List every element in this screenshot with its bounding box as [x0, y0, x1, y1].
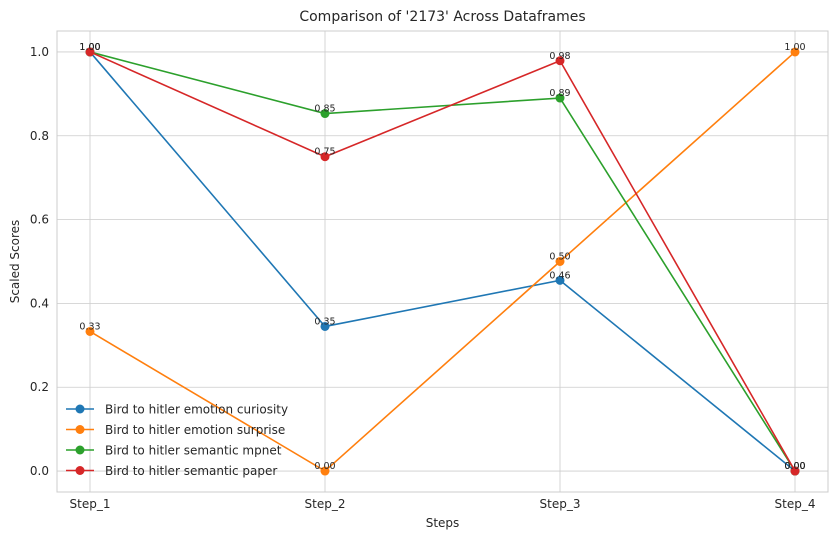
- data-point: [320, 466, 330, 476]
- legend-label: Bird to hitler emotion surprise: [105, 423, 285, 437]
- data-label: 0.89: [549, 88, 570, 99]
- ticks-layer: 0.0 0.2 0.4 0.6 0.8 1.0 Step_1 Step_2 Step_3 Step…: [30, 45, 816, 511]
- data-point: [790, 47, 800, 57]
- data-label: 0.00: [784, 461, 805, 472]
- data-label: 0.35: [314, 316, 335, 327]
- x-tick-label: Step_2: [305, 497, 346, 511]
- data-point: [555, 56, 565, 66]
- x-tick-label: Step_4: [775, 497, 816, 511]
- data-point: [85, 326, 95, 336]
- series-group: 1.00 0.75 0.98 0.00: [79, 42, 806, 476]
- legend: Bird to hitler emotion curiosity Bird to …: [66, 403, 288, 478]
- y-tick-label: 0.6: [30, 213, 49, 227]
- legend-swatch-marker: [75, 445, 85, 455]
- series-layer: 1.00 0.35 0.46 0.000.33 0.00 0.50 1.001.00 0.85…: [79, 42, 806, 476]
- legend-item: Bird to hitler emotion curiosity: [66, 403, 288, 417]
- data-point: [790, 466, 800, 476]
- legend-item: Bird to hitler semantic mpnet: [66, 444, 282, 458]
- data-point: [555, 257, 565, 266]
- x-tick-label: Step_3: [540, 497, 581, 511]
- legend-item: Bird to hitler semantic paper: [66, 464, 277, 478]
- y-axis-label: Scaled Scores: [8, 220, 22, 304]
- series-line: [89, 51, 796, 473]
- data-point: [555, 275, 565, 285]
- series-line: [89, 51, 796, 472]
- series-line: [89, 51, 796, 472]
- y-tick-label: 0.0: [30, 464, 49, 478]
- data-point: [320, 109, 330, 119]
- data-label: 1.00: [79, 42, 100, 53]
- legend-item: Bird to hitler emotion surprise: [66, 423, 285, 437]
- legend-swatch-marker: [75, 404, 85, 414]
- x-axis-label: Steps: [426, 516, 460, 530]
- legend-label: Bird to hitler semantic mpnet: [105, 444, 282, 458]
- chart-title: Comparison of '2173' Across Dataframes: [299, 9, 585, 25]
- series-line: [89, 51, 796, 472]
- legend-label: Bird to hitler emotion curiosity: [105, 403, 288, 417]
- data-label: 0.00: [314, 461, 335, 472]
- data-label: 0.50: [549, 252, 570, 263]
- data-label: 0.75: [314, 147, 335, 158]
- series-group: 0.33 0.00 0.50 1.00: [79, 42, 806, 476]
- data-label: 0.98: [549, 51, 570, 62]
- y-tick-label: 1.0: [30, 45, 49, 59]
- legend-label: Bird to hitler semantic paper: [105, 464, 277, 478]
- x-tick-label: Step_1: [70, 497, 111, 511]
- data-point: [555, 93, 565, 103]
- y-tick-label: 0.8: [30, 129, 49, 143]
- data-point: [320, 152, 330, 162]
- data-label: 0.85: [314, 104, 335, 115]
- plot-frame: [56, 30, 829, 493]
- data-point: [85, 47, 95, 57]
- y-tick-label: 0.4: [30, 296, 49, 310]
- legend-swatch-marker: [75, 425, 85, 434]
- data-point: [320, 321, 330, 331]
- legend-swatch-marker: [75, 466, 85, 475]
- data-label: 1.00: [784, 42, 805, 53]
- y-tick-label: 0.2: [30, 380, 49, 394]
- data-label: 0.33: [79, 321, 100, 332]
- data-label: 0.46: [549, 270, 570, 281]
